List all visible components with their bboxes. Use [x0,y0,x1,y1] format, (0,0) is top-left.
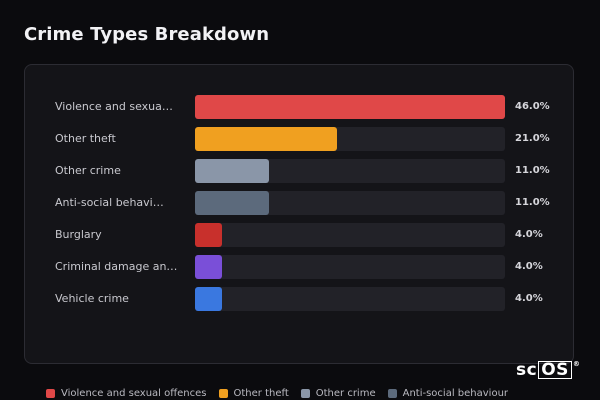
bar-track [195,95,505,119]
bar-rows: Violence and sexua… 46.0% Other theft 21.0%… [25,95,573,319]
bar-value-label: 4.0% [515,229,543,240]
bar-category-label: Other theft [55,132,116,145]
bar-value-label: 4.0% [515,261,543,272]
bar-category-label: Burglary [55,228,102,241]
bar-track [195,159,505,183]
bar [195,287,222,311]
logo-text: sc [516,360,538,380]
bar [195,223,222,247]
logo-boxed-text: OS [538,361,572,379]
bar-row: Criminal damage an… 4.0% [25,255,573,279]
bar-category-label: Violence and sexua… [55,100,173,113]
legend-item: Anti-social behaviour [387,386,509,400]
bar-value-label: 46.0% [515,101,550,112]
bar-track [195,127,505,151]
legend-swatch [46,388,55,398]
bar-track [195,255,505,279]
legend-swatch [387,388,397,398]
bar-category-label: Vehicle crime [55,292,129,305]
legend-label: Other crime [315,387,376,399]
bar [195,159,270,183]
chart-legend: Violence and sexual offences Other theft O… [46,386,600,400]
chart-title: Crime Types Breakdown [24,24,270,45]
legend-item: Other theft [218,386,289,400]
bar [195,127,337,151]
legend-swatch [300,388,310,398]
logo-registered-mark: ® [572,360,581,368]
bar-row: Burglary 4.0% [25,223,573,247]
bar-track [195,287,505,311]
bar-value-label: 11.0% [515,165,550,176]
bar-value-label: 4.0% [515,293,543,304]
bar-row: Other crime 11.0% [25,159,573,183]
bar-track [195,191,505,215]
bar-row: Violence and sexua… 46.0% [25,95,573,119]
bar-category-label: Anti-social behavi… [55,196,164,209]
bar [195,95,505,119]
brand-logo: sc OS ® [516,360,580,380]
bar-row: Other theft 21.0% [25,127,573,151]
legend-swatch [218,388,228,398]
bar [195,255,222,279]
legend-label: Anti-social behaviour [402,387,509,399]
bar-track [195,223,505,247]
legend-item: Other crime [300,386,376,400]
legend-label: Violence and sexual offences [61,387,207,399]
bar-row: Anti-social behavi… 11.0% [25,191,573,215]
bar-value-label: 21.0% [515,133,550,144]
bar-row: Vehicle crime 4.0% [25,287,573,311]
legend-label: Other theft [233,387,289,399]
bar-category-label: Other crime [55,164,121,177]
bar [195,191,270,215]
bar-category-label: Criminal damage an… [55,260,178,273]
legend-item: Violence and sexual offences [46,386,207,400]
bar-value-label: 11.0% [515,197,550,208]
chart-panel: Violence and sexua… 46.0% Other theft 21.0%… [24,64,574,364]
